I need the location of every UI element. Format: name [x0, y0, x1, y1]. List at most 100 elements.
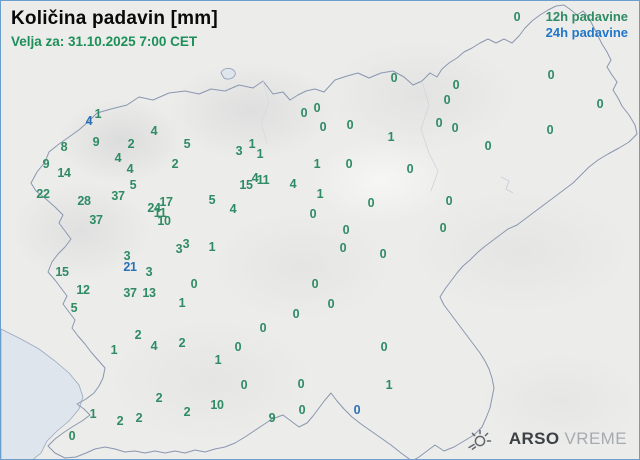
station-value: 1: [313, 157, 321, 171]
station-value: 12: [76, 283, 90, 297]
station-value: 0: [319, 120, 327, 134]
station-value: 1: [385, 378, 393, 392]
station-value: 4: [150, 124, 158, 138]
valid-time: Velja za: 31.10.2025 7:00 CET: [11, 34, 198, 49]
brand-vreme: VREME: [564, 429, 627, 448]
station-value: 0: [353, 403, 361, 417]
station-value: 2: [127, 137, 135, 151]
legend-12h-label: 12h padavine: [545, 9, 628, 24]
station-value: 22: [36, 187, 50, 201]
station-value: 0: [547, 68, 555, 82]
national-border-path: [30, 4, 638, 459]
station-value: 0: [298, 403, 306, 417]
station-value: 2: [171, 157, 179, 171]
station-value: 10: [210, 398, 224, 412]
station-value: 0: [345, 157, 353, 171]
region-border-line: [420, 80, 439, 192]
station-value: 13: [142, 286, 156, 300]
station-value: 17: [159, 195, 173, 209]
station-value: 0: [406, 162, 414, 176]
station-value: 0: [435, 116, 443, 130]
station-value: 4: [229, 202, 237, 216]
station-value: 0: [68, 429, 76, 443]
station-value: 9: [92, 135, 100, 149]
station-value: 0: [297, 377, 305, 391]
station-value: 0: [439, 221, 447, 235]
station-value: 0: [451, 121, 459, 135]
station-value: 0: [313, 101, 321, 115]
station-value: 0: [190, 277, 198, 291]
station-value: 4: [85, 114, 93, 128]
station-value: 11: [256, 173, 270, 187]
station-value: 0: [259, 321, 267, 335]
station-value: 24: [147, 201, 161, 215]
station-value: 4: [126, 162, 134, 176]
station-value: 0: [292, 307, 300, 321]
station-value: 5: [70, 301, 78, 315]
legend-24h-label: 24h padavine: [545, 25, 628, 40]
station-value: 0: [311, 277, 319, 291]
brand-arso: ARSO: [508, 429, 560, 448]
station-value: 0: [346, 118, 354, 132]
region-border-line: [260, 80, 270, 144]
station-value: 0: [234, 340, 242, 354]
station-value: 37: [89, 213, 103, 227]
legend: 12h padavine 24h padavine: [546, 9, 628, 41]
station-value: 3: [123, 249, 131, 263]
station-value: 2: [135, 411, 143, 425]
station-value: 0: [390, 71, 398, 85]
station-value: 5: [208, 193, 216, 207]
station-value: 5: [183, 137, 191, 151]
region-border-line: [500, 176, 514, 194]
station-value: 11: [153, 206, 167, 220]
station-value: 21: [123, 260, 137, 274]
station-value: 4: [289, 177, 297, 191]
station-value: 0: [380, 340, 388, 354]
station-value: 3: [182, 237, 190, 251]
page-title: Količina padavin [mm]: [11, 8, 218, 29]
station-value: 4: [150, 339, 158, 353]
sea-area: [1, 328, 84, 459]
station-value: 1: [89, 407, 97, 421]
station-value: 3: [235, 144, 243, 158]
station-value: 4: [251, 171, 259, 185]
station-value: 2: [116, 414, 124, 428]
station-value: 0: [327, 297, 335, 311]
station-value: 8: [60, 140, 68, 154]
arso-vreme-logo: ARSO VREME: [466, 426, 627, 452]
station-value: 0: [445, 194, 453, 208]
station-value: 1: [208, 240, 216, 254]
station-value: 0: [443, 93, 451, 107]
station-value: 4: [114, 151, 122, 165]
station-value: 10: [157, 214, 171, 228]
station-value: 0: [546, 123, 554, 137]
station-value: 37: [123, 286, 137, 300]
station-value: 0: [339, 241, 347, 255]
station-value: 2: [183, 405, 191, 419]
station-value: 2: [155, 391, 163, 405]
station-value: 15: [55, 265, 69, 279]
station-value: 0: [309, 207, 317, 221]
station-value: 0: [452, 78, 460, 92]
station-value: 9: [42, 157, 50, 171]
station-value: 14: [57, 166, 71, 180]
station-value: 1: [178, 296, 186, 310]
station-value: 2: [178, 336, 186, 350]
station-value: 0: [367, 196, 375, 210]
station-value: 2: [134, 328, 142, 342]
station-value: 5: [129, 178, 137, 192]
station-value: 1: [316, 187, 324, 201]
sun-icon: [468, 429, 492, 450]
station-value: 0: [379, 247, 387, 261]
station-value: 1: [94, 107, 102, 121]
station-value: 1: [110, 343, 118, 357]
station-value: 37: [111, 189, 125, 203]
station-value: 0: [596, 97, 604, 111]
station-value: 1: [248, 137, 256, 151]
station-value: 0: [300, 106, 308, 120]
station-value: 0: [342, 223, 350, 237]
station-value: 9: [268, 411, 276, 425]
